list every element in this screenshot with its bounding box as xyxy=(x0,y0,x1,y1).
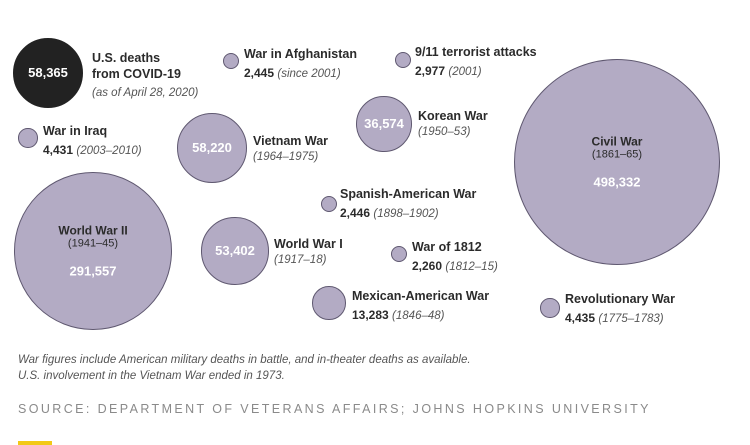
footnote-line-1: War figures include American military de… xyxy=(18,354,471,366)
bubble-revolutionary xyxy=(540,298,560,318)
bubble-value-vietnam: 58,220 xyxy=(192,140,232,156)
label-value-spanish-american: 2,446 xyxy=(340,205,374,220)
bubble-text-ww1: 53,402 xyxy=(215,243,255,259)
label-name-revolutionary: Revolutionary War xyxy=(565,292,675,306)
source-credit: SOURCE: DEPARTMENT OF VETERANS AFFAIRS; … xyxy=(18,402,651,416)
label-name-mexican-american: Mexican-American War xyxy=(352,289,490,303)
accent-bar xyxy=(18,441,52,445)
label-name-nine-eleven: 9/11 terrorist attacks xyxy=(415,45,537,59)
label-korean: Korean War (1950–53) xyxy=(418,109,488,139)
bubble-years-ww2: (1941–45) xyxy=(67,237,119,250)
bubble-value-covid: 58,365 xyxy=(28,65,68,81)
label-years-afghanistan: (since 2001) xyxy=(277,67,341,80)
label-value-mexican-american: 13,283 xyxy=(352,307,393,322)
label-value-nine-eleven: 2,977 xyxy=(415,63,449,78)
bubble-text-ww2: World War II (1941–45) 291,557 xyxy=(58,223,127,278)
label-name-iraq: War in Iraq xyxy=(43,124,108,138)
bubble-value-ww2: 291,557 xyxy=(69,262,117,278)
label-name-covid-1: U.S. deaths xyxy=(92,51,161,65)
bubble-text-korean: 36,574 xyxy=(364,116,404,132)
label-vietnam: Vietnam War (1964–1975) xyxy=(253,134,328,164)
label-revolutionary: Revolutionary War 4,435 (1775–1783) xyxy=(565,292,675,328)
label-years-vietnam: (1964–1975) xyxy=(253,150,319,163)
label-name-vietnam: Vietnam War xyxy=(253,134,329,148)
label-name-war-1812: War of 1812 xyxy=(412,240,482,254)
label-years-ww1: (1917–18) xyxy=(274,253,327,266)
label-nine-eleven: 9/11 terrorist attacks 2,977 (2001) xyxy=(415,45,537,81)
label-name-spanish-american: Spanish-American War xyxy=(340,187,477,201)
bubble-name-ww2: World War II xyxy=(58,223,128,238)
footnote: War figures include American military de… xyxy=(18,353,738,384)
label-spanish-american: Spanish-American War 2,446 (1898–1902) xyxy=(340,187,476,223)
label-mexican-american: Mexican-American War 13,283 (1846–48) xyxy=(352,289,489,325)
label-name-afghanistan: War in Afghanistan xyxy=(244,47,357,61)
bubble-ww2 xyxy=(14,172,172,330)
label-afghanistan: War in Afghanistan 2,445 (since 2001) xyxy=(244,47,357,83)
bubble-text-vietnam: 58,220 xyxy=(192,140,232,156)
bubble-value-ww1: 53,402 xyxy=(215,243,255,259)
bubble-years-civil: (1861–65) xyxy=(591,148,643,161)
bubble-text-civil: Civil War (1861–65) 498,332 xyxy=(592,134,643,189)
bubble-name-civil: Civil War xyxy=(591,134,643,149)
bubble-ww1 xyxy=(201,217,269,285)
label-years-covid: (as of April 28, 2020) xyxy=(92,87,199,100)
bubble-iraq xyxy=(18,128,38,148)
bubble-value-civil: 498,332 xyxy=(593,173,641,189)
label-name-korean: Korean War xyxy=(418,109,488,123)
label-years-spanish-american: (1898–1902) xyxy=(373,207,439,220)
label-years-nine-eleven: (2001) xyxy=(448,65,482,78)
footnote-line-2: U.S. involvement in the Vietnam War ende… xyxy=(18,369,285,382)
label-war-1812: War of 1812 2,260 (1812–15) xyxy=(412,240,498,276)
label-years-war-1812: (1812–15) xyxy=(445,260,498,273)
label-value-war-1812: 2,260 xyxy=(412,258,446,273)
bubble-war-1812 xyxy=(391,246,407,262)
bubble-covid xyxy=(12,37,84,109)
label-years-revolutionary: (1775–1783) xyxy=(598,312,664,325)
label-years-korean: (1950–53) xyxy=(418,125,471,138)
bubble-nine-eleven xyxy=(395,52,411,68)
label-years-iraq: (2003–2010) xyxy=(76,144,142,157)
bubble-spanish-american xyxy=(321,196,337,212)
bubble-mexican-american xyxy=(312,286,346,320)
label-ww1: World War I (1917–18) xyxy=(274,237,343,267)
bubble-civil xyxy=(514,59,720,265)
label-iraq: War in Iraq 4,431 (2003–2010) xyxy=(43,124,142,160)
label-value-revolutionary: 4,435 xyxy=(565,310,599,325)
label-name-covid-2: from COVID-19 xyxy=(92,66,181,81)
label-value-iraq: 4,431 xyxy=(43,142,77,157)
bubble-vietnam xyxy=(176,112,248,184)
label-name-ww1: World War I xyxy=(274,237,343,251)
label-years-mexican-american: (1846–48) xyxy=(392,309,445,322)
bubble-korean xyxy=(356,96,412,152)
label-covid: U.S. deaths from COVID-19 (as of April 28,… xyxy=(92,51,198,102)
label-value-afghanistan: 2,445 xyxy=(244,65,278,80)
bubble-value-korean: 36,574 xyxy=(364,116,404,132)
bubble-afghanistan xyxy=(223,53,239,69)
bubble-chart: 58,365 U.S. deaths from COVID-19 (as of Apr… xyxy=(12,37,720,330)
bubble-text-covid: 58,365 xyxy=(28,65,68,81)
